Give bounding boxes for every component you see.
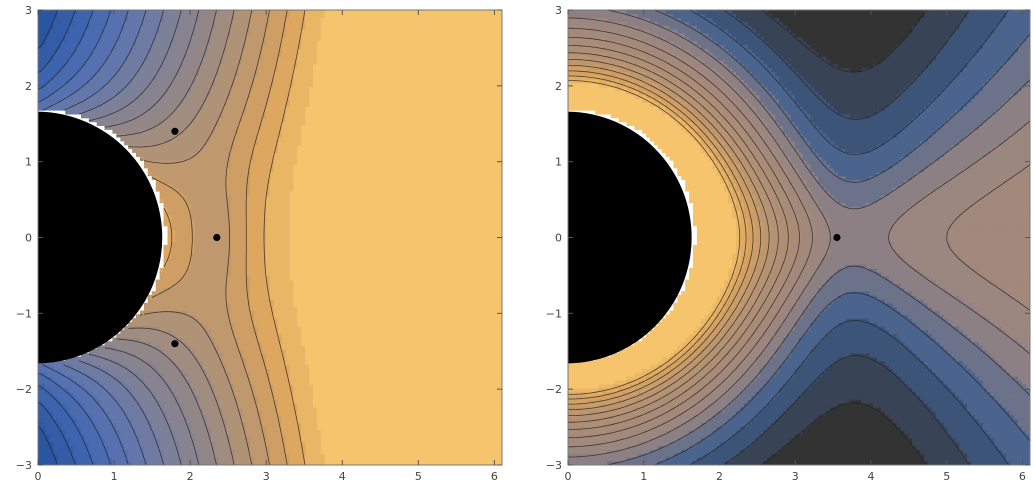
horizon-disc xyxy=(38,111,163,364)
contour-lines xyxy=(568,10,1030,465)
x-tick-label: 4 xyxy=(339,470,346,483)
critical-point xyxy=(833,233,841,242)
x-tick-label: 1 xyxy=(111,470,118,483)
critical-point xyxy=(171,340,179,348)
y-tick-label: 1 xyxy=(25,156,32,169)
x-tick-label: 3 xyxy=(792,470,799,483)
y-tick-label: 2 xyxy=(555,80,562,93)
contour-field xyxy=(38,10,502,465)
y-tick-label: −2 xyxy=(546,383,562,396)
y-tick-label: 0 xyxy=(25,232,32,245)
x-tick-label: 6 xyxy=(1019,470,1026,483)
x-tick-label: 5 xyxy=(943,470,950,483)
x-tick-label: 6 xyxy=(491,470,498,483)
y-tick-label: 2 xyxy=(25,80,32,93)
x-tick-label: 0 xyxy=(565,470,572,483)
x-tick-label: 1 xyxy=(640,470,647,483)
x-tick-label: 0 xyxy=(35,470,42,483)
y-tick-label: 1 xyxy=(555,156,562,169)
x-tick-label: 2 xyxy=(187,470,194,483)
y-tick-label: −2 xyxy=(16,383,32,396)
contour-lines xyxy=(38,10,306,465)
x-tick-label: 5 xyxy=(415,470,422,483)
horizon-disc xyxy=(568,111,692,364)
left-contour-plot: 0 1 2 3 4 5 6 −3 −2 −1 0 1 2 3 xyxy=(16,4,503,483)
y-tick-label: 3 xyxy=(25,4,32,17)
y-tick-label: −1 xyxy=(16,307,32,320)
y-tick-label: −3 xyxy=(16,459,32,472)
y-tick-label: −3 xyxy=(546,459,562,472)
right-contour-plot: 0 1 2 3 4 5 6 −3 −2 −1 0 1 2 3 xyxy=(546,4,1031,483)
y-tick-label: −1 xyxy=(546,307,562,320)
critical-point xyxy=(171,127,179,135)
y-tick-label: 0 xyxy=(555,232,562,245)
x-tick-label: 4 xyxy=(867,470,874,483)
contour-field xyxy=(568,10,1030,465)
x-tick-label: 2 xyxy=(716,470,723,483)
y-tick-label: 3 xyxy=(555,4,562,17)
x-tick-label: 3 xyxy=(263,470,270,483)
critical-point xyxy=(213,233,221,242)
